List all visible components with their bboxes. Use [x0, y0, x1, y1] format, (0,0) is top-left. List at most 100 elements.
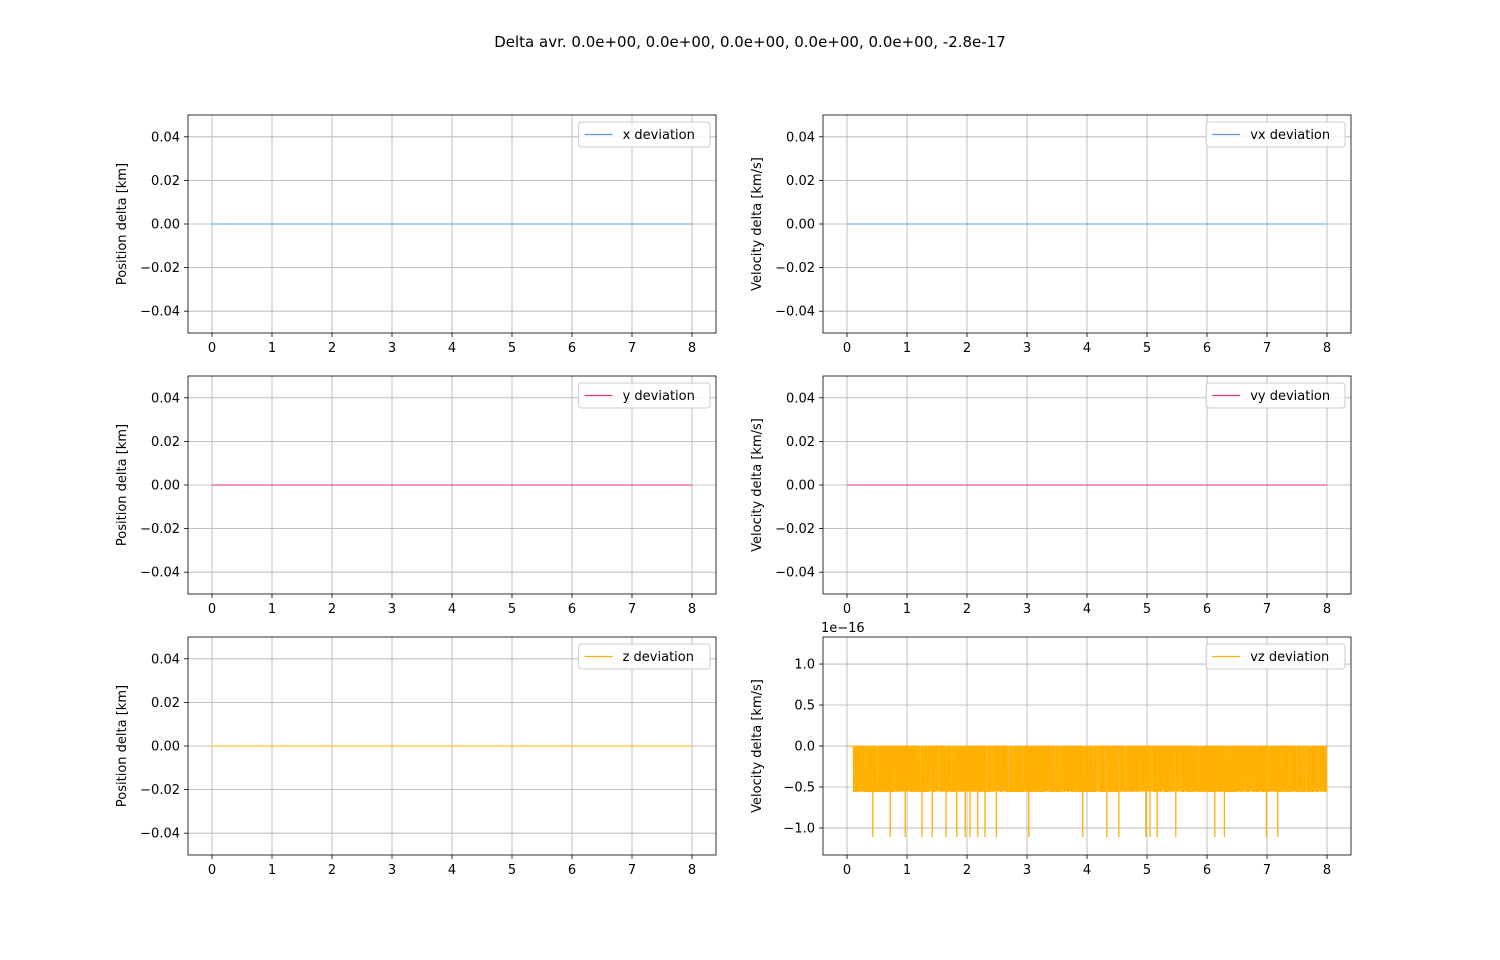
legend-box [578, 121, 711, 148]
x-tick-label: 1 [903, 863, 911, 878]
legend-vz: vz deviation [1205, 643, 1346, 670]
x-tick-label: 1 [903, 341, 911, 356]
y-tick-label: 0.04 [151, 391, 180, 406]
x-tick-label: 8 [688, 341, 696, 356]
x-tick-label: 3 [388, 341, 396, 356]
x-tick-label: 0 [843, 341, 851, 356]
legend-vx: vx deviation [1205, 121, 1346, 148]
y-tick-label: −0.04 [140, 566, 180, 581]
x-tick-label: 7 [628, 341, 636, 356]
subplot-vx: 0 1 2 3 4 5 6 7 8 −0.04 −0.02 0.00 0.02 0.04 Velocity … [750, 114, 1352, 356]
x-tick-label: 2 [328, 341, 336, 356]
x-tick-label: 1 [268, 341, 276, 356]
x-tick-label: 1 [268, 863, 276, 878]
x-tick-label: 8 [688, 863, 696, 878]
x-tick-label: 2 [963, 863, 971, 878]
legend-label: x deviation [623, 128, 695, 143]
series-band-vz [853, 746, 1324, 792]
x-tick-label: 4 [1083, 602, 1091, 617]
x-tick-label: 8 [688, 602, 696, 617]
y-tick-label: 0.00 [151, 218, 180, 233]
x-tick-label: 6 [568, 863, 576, 878]
y-tick-label: 0.00 [786, 479, 815, 494]
y-axis-label: Velocity delta [km/s] [750, 679, 765, 813]
y-axis-label: Position delta [km] [115, 685, 130, 807]
x-tick-label: 6 [1203, 863, 1211, 878]
y-tick-label: −0.04 [140, 827, 180, 842]
x-tick-label: 0 [843, 863, 851, 878]
y-tick-label: −0.02 [140, 783, 180, 798]
y-tick-label: −0.04 [775, 566, 815, 581]
y-tick-label: 0.02 [786, 435, 815, 450]
legend-label: vx deviation [1250, 128, 1330, 143]
subplot-x: 0 1 2 3 4 5 6 7 8 −0.04 −0.02 0.00 0.02 0.04 Position … [115, 114, 717, 356]
y-tick-label: −0.02 [775, 522, 815, 537]
x-tick-label: 8 [1323, 341, 1331, 356]
y-tick-label: 0.04 [151, 130, 180, 145]
subplot-z: 0 1 2 3 4 5 6 7 8 −0.04 −0.02 0.00 0.02 0.04 Position … [115, 636, 717, 878]
y-tick-label: −0.04 [775, 305, 815, 320]
legend-label: vy deviation [1250, 389, 1330, 404]
y-tick-label: 0.00 [151, 740, 180, 755]
legend-box [578, 643, 711, 670]
y-offset-text: 1e−16 [821, 621, 865, 636]
y-tick-label: 0.02 [151, 435, 180, 450]
x-tick-label: 6 [568, 341, 576, 356]
x-tick-label: 3 [1023, 341, 1031, 356]
x-tick-label: 6 [568, 602, 576, 617]
x-tick-label: 3 [1023, 863, 1031, 878]
x-tick-label: 1 [903, 602, 911, 617]
axes-frame [187, 636, 717, 856]
x-tick-label: 8 [1323, 863, 1331, 878]
y-tick-label: −1.0 [783, 821, 815, 836]
y-tick-label: −0.5 [783, 780, 815, 795]
x-tick-label: 2 [963, 341, 971, 356]
x-tick-label: 5 [1143, 341, 1151, 356]
x-tick-label: 8 [1323, 602, 1331, 617]
subplot-y: 0 1 2 3 4 5 6 7 8 −0.04 −0.02 0.00 0.02 0.04 Position … [115, 375, 717, 617]
x-tick-label: 3 [388, 863, 396, 878]
legend-y: y deviation [578, 382, 711, 409]
subplot-vy: 0 1 2 3 4 5 6 7 8 −0.04 −0.02 0.00 0.02 0.04 Velocity … [750, 375, 1352, 617]
x-tick-label: 0 [208, 863, 216, 878]
legend-box [578, 382, 711, 409]
axes-frame [187, 375, 717, 595]
legend-label: y deviation [623, 389, 695, 404]
legend-vy: vy deviation [1205, 382, 1346, 409]
x-tick-label: 2 [963, 602, 971, 617]
y-tick-label: 1.0 [794, 658, 815, 673]
axes-frame [822, 636, 1352, 856]
legend-label: z deviation [623, 650, 694, 665]
subplot-vz: 0 1 2 3 4 5 6 7 8 −1.0 −0.5 0.0 0.5 1.0 Velocity delta… [750, 621, 1352, 878]
x-tick-label: 6 [1203, 341, 1211, 356]
axes-frame [822, 114, 1352, 334]
x-tick-label: 2 [328, 602, 336, 617]
y-tick-label: −0.02 [140, 522, 180, 537]
x-tick-label: 5 [1143, 602, 1151, 617]
y-tick-label: 0.04 [151, 652, 180, 667]
x-tick-label: 3 [388, 602, 396, 617]
figure-suptitle: Delta avr. 0.0e+00, 0.0e+00, 0.0e+00, 0.… [494, 33, 1006, 51]
x-tick-label: 4 [448, 341, 456, 356]
x-tick-label: 1 [268, 602, 276, 617]
legend-z: z deviation [578, 643, 711, 670]
legend-label: vz deviation [1250, 650, 1329, 665]
y-tick-label: 0.02 [151, 696, 180, 711]
x-tick-label: 5 [508, 602, 516, 617]
x-tick-label: 7 [1263, 602, 1271, 617]
y-tick-label: 0.00 [151, 479, 180, 494]
x-tick-label: 5 [508, 341, 516, 356]
legend-x: x deviation [578, 121, 711, 148]
y-tick-label: 0.00 [786, 218, 815, 233]
x-tick-label: 6 [1203, 602, 1211, 617]
x-tick-label: 5 [1143, 863, 1151, 878]
legend-box [1205, 121, 1346, 148]
x-tick-label: 7 [1263, 341, 1271, 356]
x-tick-label: 0 [208, 341, 216, 356]
y-tick-label: 0.02 [786, 174, 815, 189]
x-tick-label: 2 [328, 863, 336, 878]
axes-frame [822, 375, 1352, 595]
x-tick-label: 7 [628, 602, 636, 617]
y-axis-label: Velocity delta [km/s] [750, 157, 765, 291]
